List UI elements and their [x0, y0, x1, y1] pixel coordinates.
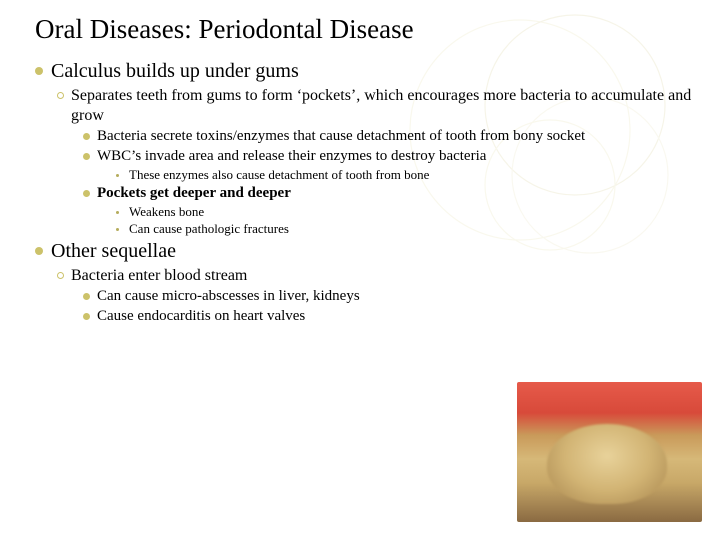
bullet-list: Calculus builds up under gums Separates … [35, 59, 692, 326]
circle-bullet-icon [57, 92, 64, 99]
bullet-text: Bacteria enter blood stream [71, 266, 247, 286]
circle-bullet-icon [57, 272, 64, 279]
bullet-text: These enzymes also cause detachment of t… [129, 167, 429, 183]
bullet-text: Other sequellae [51, 239, 176, 264]
bullet-text: Cause endocarditis on heart valves [97, 307, 305, 326]
bullet-text: Can cause pathologic fractures [129, 221, 289, 237]
bullet-text: Weakens bone [129, 204, 204, 220]
clinical-photo [517, 382, 702, 522]
bullet-text: WBC’s invade area and release their enzy… [97, 147, 486, 166]
disc-bullet-icon [35, 247, 43, 255]
dot-bullet-icon [116, 174, 119, 177]
disc-bullet-icon [83, 190, 90, 197]
disc-bullet-icon [83, 133, 90, 140]
disc-bullet-icon [83, 153, 90, 160]
slide-title: Oral Diseases: Periodontal Disease [35, 14, 692, 45]
dot-bullet-icon [116, 228, 119, 231]
disc-bullet-icon [83, 313, 90, 320]
bullet-text: Calculus builds up under gums [51, 59, 299, 84]
disc-bullet-icon [35, 67, 43, 75]
bullet-text: Separates teeth from gums to form ‘pocke… [71, 86, 692, 126]
slide-content: Oral Diseases: Periodontal Disease Calcu… [0, 0, 720, 326]
disc-bullet-icon [83, 293, 90, 300]
bullet-text: Can cause micro-abscesses in liver, kidn… [97, 287, 360, 306]
bullet-text: Bacteria secrete toxins/enzymes that cau… [97, 127, 585, 146]
bullet-text: Pockets get deeper and deeper [97, 184, 291, 203]
dot-bullet-icon [116, 211, 119, 214]
